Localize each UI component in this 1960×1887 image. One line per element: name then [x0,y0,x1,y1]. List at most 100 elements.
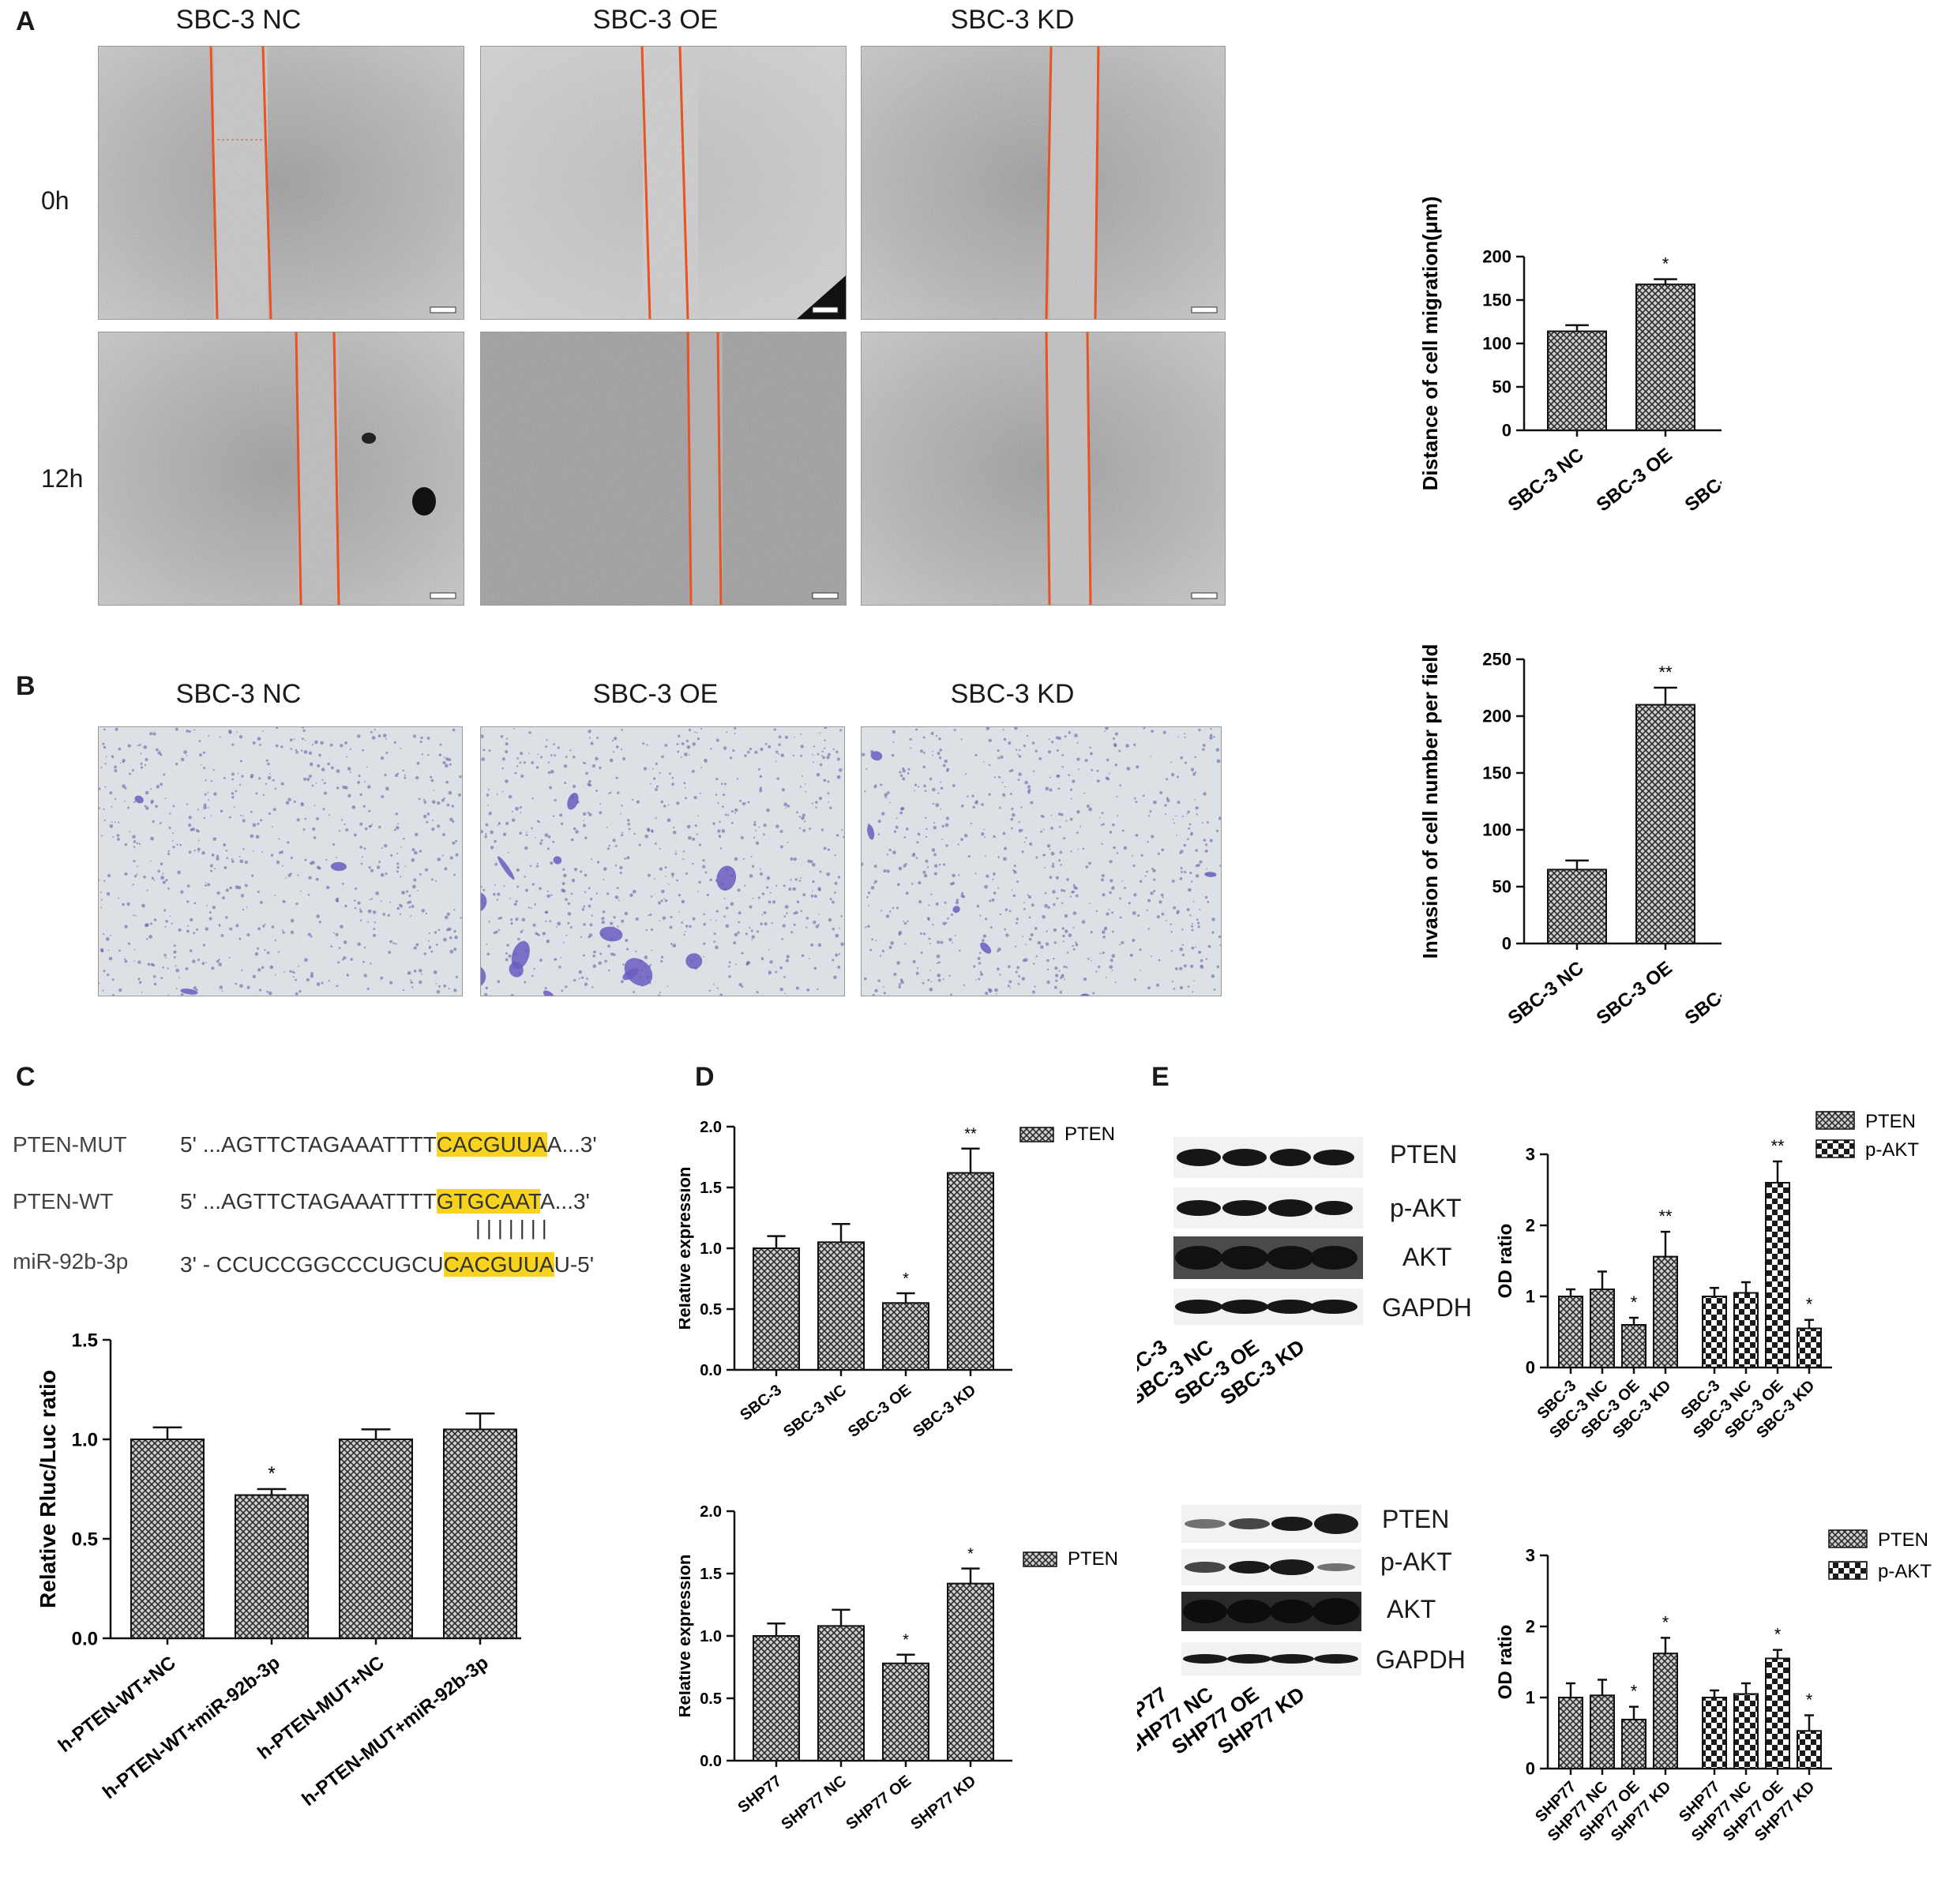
blot-band-gapdh-shp77 [1181,1642,1361,1675]
legend-swatch [1815,1111,1855,1130]
y-tick-label: 0 [1526,1358,1535,1378]
row-label-12h: 12h [41,464,84,493]
seq-name-wt: PTEN-WT [13,1189,114,1214]
seq-wt-post: A...3' [539,1189,590,1214]
blot-label-pten-shp77: PTEN [1382,1505,1450,1533]
bar [1653,1255,1678,1368]
legend-label: PTEN [1064,1124,1115,1145]
y-axis-label: Relative expression [679,1167,694,1330]
panel-a-label: A [16,6,36,36]
significance-mark: * [903,1632,909,1649]
panel-a-title-oe: SBC-3 OE [592,5,719,35]
bar [1635,283,1695,431]
y-tick-label: 0.5 [72,1529,98,1550]
y-tick-label: 0 [1502,934,1511,954]
y-axis-label: OD ratio [1495,1625,1516,1700]
panel-b-title-kd: SBC-3 KD [950,679,1075,709]
bar [443,1428,517,1639]
x-tick-label: SHP77 OE [843,1773,914,1834]
significance-mark: * [967,1546,974,1563]
y-tick-label: 1.5 [700,1180,722,1197]
seq-wt-pre: 5' ...AGTTCTAGAAATTTT [180,1189,437,1214]
legend-swatch [1019,1127,1054,1142]
panel-e-label: E [1151,1062,1170,1092]
legend-swatch [1828,1561,1868,1580]
y-tick-label: 1.0 [72,1429,98,1450]
y-tick-label: 50 [1493,877,1511,897]
x-tick-label: SHP77 KD [907,1773,979,1834]
bar [1558,1296,1583,1368]
y-tick-label: 50 [1493,377,1511,397]
significance-mark: * [268,1463,275,1484]
seq-pairing-lines: | | | | | | | [475,1216,547,1240]
seq-mut: 5' ...AGTTCTAGAAATTTTCACGUUAA...3' [180,1132,597,1157]
x-tick-label: SBC-3 NC [780,1382,850,1441]
legend-label: p-AKT [1865,1139,1919,1161]
bar [1702,1697,1727,1769]
seq-mut-highlight: CACGUUA [436,1132,547,1157]
seq-mirna-post: U-5' [554,1252,595,1277]
luciferase-bar-chart: 0.0 0.5 1.0 1.5 Relative Rluc/Luc ratio h-PTE… [36,1330,521,1810]
invasion-photo-kd [861,726,1222,996]
y-tick-label: 2.0 [700,1119,722,1136]
y-tick-label: 0.0 [700,1753,722,1770]
panel-b-title-oe: SBC-3 OE [592,679,719,709]
x-tick-label: SBC-3 OE [1593,957,1677,1029]
significance-mark: * [1662,1612,1669,1632]
seq-mirna-pre: 3' - CCUCCGGCCCUGCU [180,1252,444,1277]
bar [339,1439,413,1639]
scratch-photo-nc-12h [98,332,464,606]
bar [1797,1327,1822,1368]
significance-mark: * [903,1270,909,1288]
legend-swatch [1828,1529,1868,1548]
blot-label-pten-sbc3: PTEN [1390,1140,1458,1169]
bar [1547,868,1607,944]
seq-name-mut: PTEN-MUT [13,1132,127,1157]
bar [1797,1730,1822,1769]
scratch-photo-kd-12h [861,332,1226,606]
blot-label-pakt-sbc3: p-AKT [1390,1194,1462,1222]
blot-band-pten-shp77 [1181,1505,1361,1543]
significance-mark: ** [964,1126,977,1143]
seq-wt-highlight: GTGCAAT [436,1189,540,1214]
significance-mark: * [1631,1292,1638,1312]
legend-swatch [1815,1139,1855,1158]
bar [1733,1292,1759,1368]
legend-label: p-AKT [1878,1561,1932,1582]
x-tick-label: SBC-3 KD [1681,957,1722,1029]
x-tick-label: SBC-3 OE [1593,444,1677,516]
y-axis-label: OD ratio [1495,1224,1516,1299]
bar [882,1662,929,1761]
bar [817,1625,865,1761]
y-tick-label: 250 [1482,650,1511,670]
y-tick-label: 100 [1482,334,1511,354]
seq-mirna: 3' - CCUCCGGCCCUGCUCACGUUAU-5' [180,1252,594,1277]
scratch-photo-oe-0h [480,46,847,320]
y-axis-label: Distance of cell migration(μm) [1418,197,1442,491]
invasion-photo-oe [480,726,845,996]
y-tick-label: 0 [1502,421,1511,441]
scratch-photo-nc-0h [98,46,464,320]
blot-band-pakt-sbc3 [1173,1187,1363,1229]
blot-band-pten-sbc3 [1173,1137,1363,1178]
y-tick-label: 0.0 [700,1362,722,1379]
x-tick-label: SBC-3 KD [1681,444,1722,516]
blot-label-gapdh-sbc3: GAPDH [1382,1293,1472,1322]
y-tick-label: 1.0 [700,1628,722,1645]
seq-mirna-highlight: CACGUUA [443,1252,554,1277]
y-tick-label: 2 [1526,1617,1535,1637]
x-tick-label: h-PTEN-MUT+miR-92b-3p [298,1652,492,1810]
y-tick-label: 1 [1526,1688,1535,1708]
y-tick-label: 150 [1482,291,1511,310]
legend-label: PTEN [1068,1548,1118,1570]
blot-label-akt-sbc3: AKT [1402,1243,1452,1271]
significance-mark: * [1806,1295,1813,1315]
bar [1765,1182,1790,1368]
invasion-photo-nc [98,726,463,996]
legend-label: PTEN [1865,1111,1916,1132]
bar [817,1241,865,1371]
blot-band-pakt-shp77 [1181,1549,1361,1585]
bar [753,1635,800,1761]
